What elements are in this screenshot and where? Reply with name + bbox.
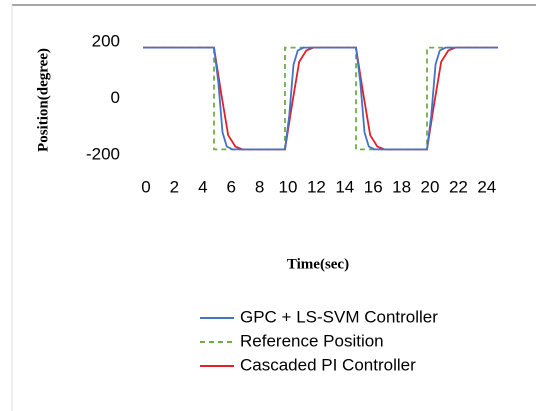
series-line (143, 46, 498, 151)
x-tick-label: 2 (170, 177, 179, 196)
x-tick-label: 18 (392, 177, 411, 196)
y-tick-label: 200 (92, 31, 120, 50)
x-tick-label: 16 (364, 177, 383, 196)
legend-label: Reference Position (240, 331, 384, 350)
series-line (143, 46, 498, 151)
x-axis-title: Time(sec) (287, 256, 349, 272)
x-tick-label: 8 (255, 177, 264, 196)
x-tick-label: 10 (279, 177, 298, 196)
series-line (143, 46, 498, 151)
x-tick-label: 22 (449, 177, 468, 196)
x-tick-label: 24 (477, 177, 496, 196)
x-tick-label: 6 (226, 177, 235, 196)
x-tick-label: 20 (421, 177, 440, 196)
x-tick-label: 4 (198, 177, 207, 196)
y-axis-title: Position(degree) (35, 48, 51, 152)
legend-label: GPC + LS-SVM Controller (240, 307, 438, 326)
x-tick-label: 12 (307, 177, 326, 196)
x-tick-label: 0 (141, 177, 150, 196)
legend-label: Cascaded PI Controller (240, 355, 416, 374)
x-tick-label: 14 (335, 177, 354, 196)
y-tick-label: -200 (86, 144, 120, 163)
y-tick-label: 0 (111, 88, 120, 107)
